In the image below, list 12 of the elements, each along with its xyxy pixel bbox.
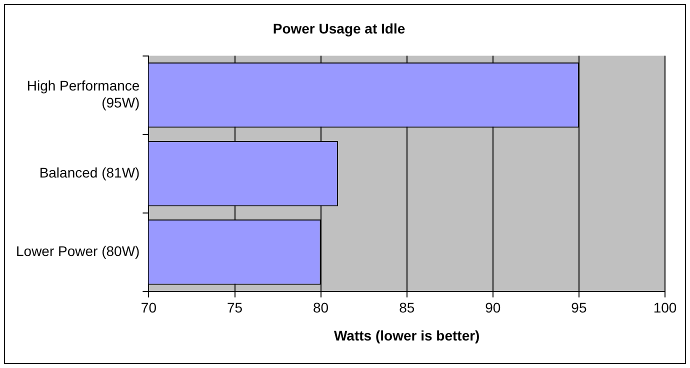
chart-title: Power Usage at Idle xyxy=(272,20,406,36)
x-tick-label: 90 xyxy=(485,300,501,316)
x-tick-label: 70 xyxy=(140,300,157,316)
x-tick-label: 85 xyxy=(399,300,415,316)
x-tick-label: 80 xyxy=(313,300,329,316)
x-tick-label: 75 xyxy=(226,300,243,316)
x-axis-title: Watts (lower is better) xyxy=(334,327,480,344)
x-tick-label: 100 xyxy=(653,300,677,316)
x-tick-label: 95 xyxy=(571,300,587,316)
y-tick-label: Balanced (81W) xyxy=(39,164,140,180)
y-tick-label: High Performance (95W) xyxy=(26,78,140,110)
y-tick-label: Lower Power (80W) xyxy=(16,242,140,259)
